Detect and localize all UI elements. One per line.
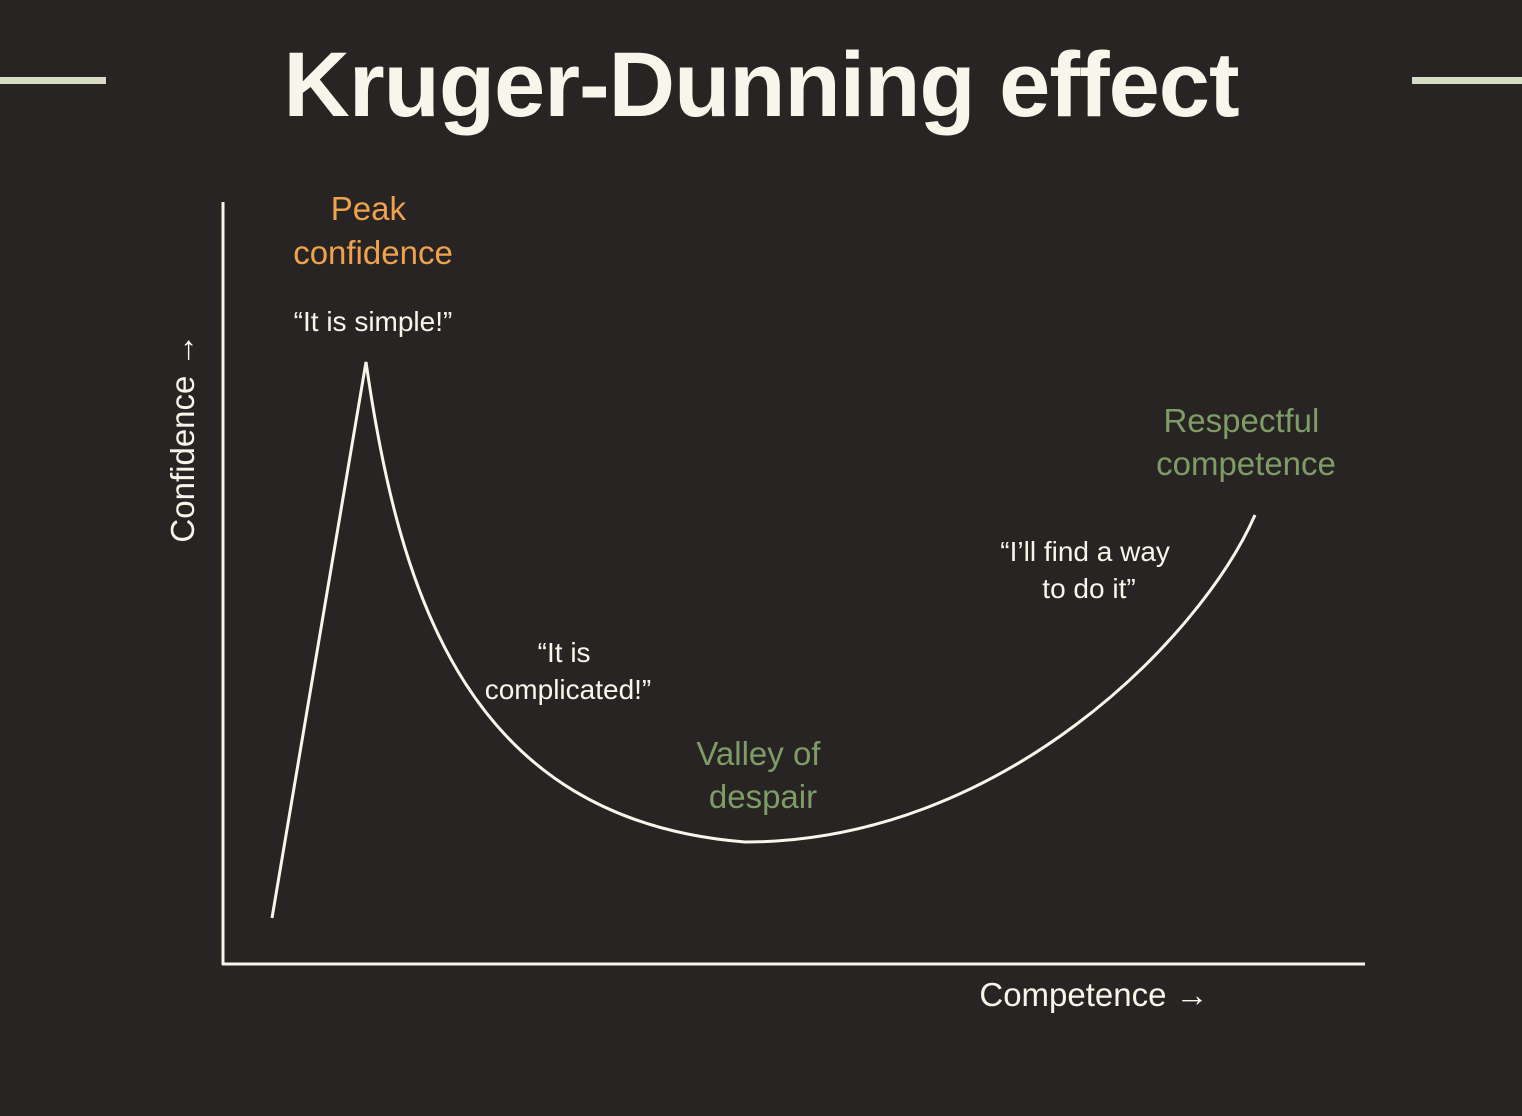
find-way-line-2: to do it” — [1042, 573, 1135, 604]
x-axis-label: Competence → — [979, 976, 1208, 1013]
slide-title: Kruger-Dunning effect — [283, 34, 1239, 136]
valley-of-despair-label: Valley of despair — [696, 735, 829, 815]
respectful-competence-label: Respectful competence — [1156, 402, 1336, 482]
decorative-line-right — [1412, 77, 1522, 84]
decorative-line-left — [0, 77, 106, 84]
respectful-line-1: Respectful — [1163, 402, 1319, 439]
y-axis-label: Confidence → — [164, 333, 201, 542]
find-way-line-1: “I’ll find a way — [1000, 536, 1170, 567]
peak-label-line-2: confidence — [293, 234, 453, 271]
valley-line-1: Valley of — [696, 735, 821, 772]
complicated-line-1: “It is — [538, 637, 591, 668]
complicated-line-2: complicated!” — [485, 674, 652, 705]
valley-line-2: despair — [709, 778, 817, 815]
respectful-line-2: competence — [1156, 445, 1336, 482]
peak-confidence-label: Peak confidence — [293, 190, 453, 271]
find-a-way-quote: “I’ll find a way to do it” — [1000, 536, 1177, 604]
peak-label-line-1: Peak — [331, 190, 407, 227]
confidence-curve — [270, 361, 1257, 919]
complicated-quote: “It is complicated!” — [485, 637, 652, 705]
simple-quote: “It is simple!” — [294, 306, 453, 337]
